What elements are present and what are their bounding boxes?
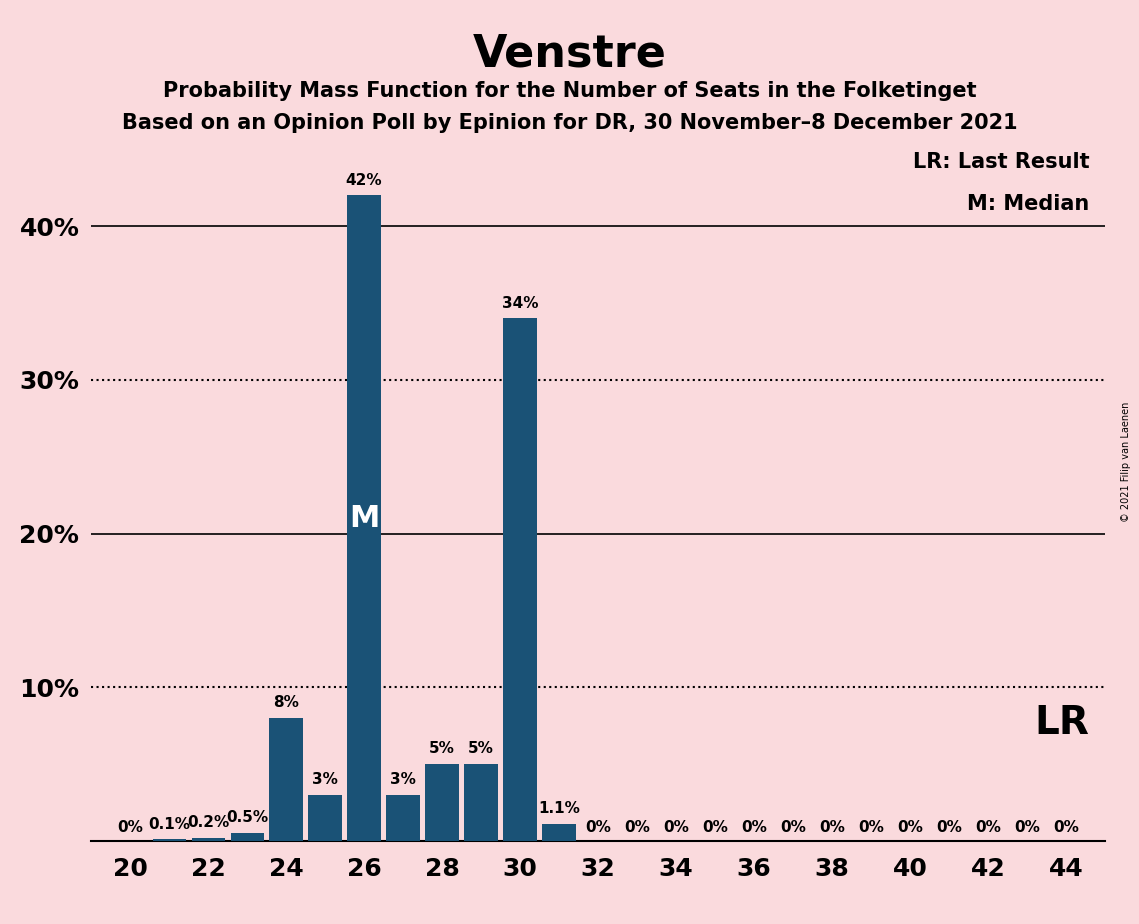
Text: 0%: 0% [663,820,689,834]
Bar [426,764,459,841]
Bar [153,839,186,841]
Bar [270,718,303,841]
Text: 42%: 42% [346,173,383,188]
Text: Venstre: Venstre [473,32,666,76]
Text: 0%: 0% [975,820,1001,834]
Bar [191,838,224,841]
Text: 34%: 34% [502,296,539,310]
Text: 0%: 0% [896,820,923,834]
Text: 0.5%: 0.5% [226,810,268,825]
Text: 0%: 0% [1014,820,1040,834]
Text: 0%: 0% [858,820,884,834]
Bar [503,319,536,841]
Text: Based on an Opinion Poll by Epinion for DR, 30 November–8 December 2021: Based on an Opinion Poll by Epinion for … [122,113,1017,133]
Bar [230,833,263,841]
Text: 0%: 0% [702,820,728,834]
Text: M: M [349,504,379,532]
Text: 5%: 5% [429,741,454,757]
Text: 3%: 3% [312,772,338,787]
Text: LR: LR [1034,704,1090,742]
Bar [386,795,419,841]
Text: 3%: 3% [390,772,416,787]
Text: 0%: 0% [1052,820,1079,834]
Text: 8%: 8% [273,695,300,711]
Bar [347,196,380,841]
Text: 0.2%: 0.2% [187,815,229,830]
Bar [465,764,498,841]
Text: LR: Last Result: LR: Last Result [913,152,1090,172]
Text: Probability Mass Function for the Number of Seats in the Folketinget: Probability Mass Function for the Number… [163,81,976,102]
Text: © 2021 Filip van Laenen: © 2021 Filip van Laenen [1121,402,1131,522]
Text: 1.1%: 1.1% [538,801,580,816]
Text: 0%: 0% [585,820,611,834]
Text: 5%: 5% [468,741,494,757]
Text: 0%: 0% [117,820,144,834]
Text: 0%: 0% [741,820,767,834]
Text: 0%: 0% [780,820,806,834]
Text: 0%: 0% [624,820,650,834]
Text: 0.1%: 0.1% [148,817,190,832]
Text: 0%: 0% [936,820,961,834]
Bar [309,795,342,841]
Bar [542,824,575,841]
Text: M: Median: M: Median [967,194,1090,214]
Text: 0%: 0% [819,820,845,834]
